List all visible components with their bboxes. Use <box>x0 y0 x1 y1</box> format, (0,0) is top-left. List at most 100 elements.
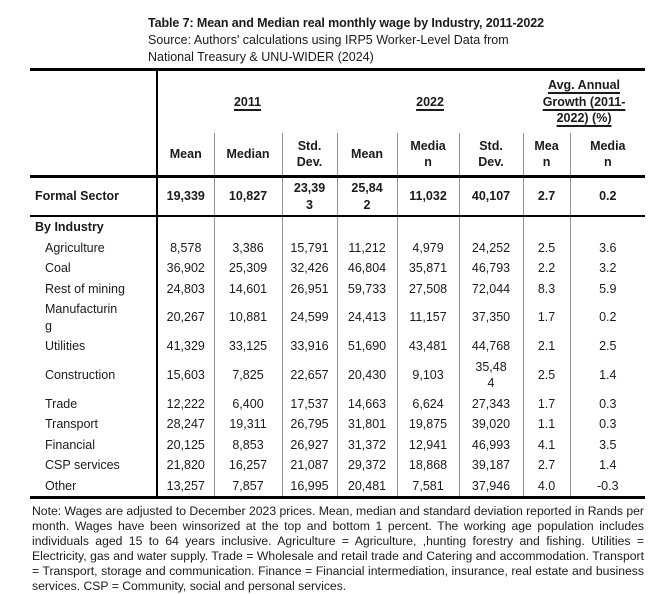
data-cell <box>569 216 646 238</box>
data-cell: 16,995 <box>281 475 338 498</box>
data-cell: 33,125 <box>213 336 282 357</box>
industry-row: CSP services 21,820 16,257 21,087 29,372 18,8… <box>30 455 646 476</box>
data-cell: 20,267 <box>156 299 214 336</box>
data-cell <box>281 216 338 238</box>
data-cell: 31,372 <box>336 434 398 455</box>
column-header-median-2022: Media n <box>396 133 460 178</box>
data-cell: 3.2 <box>569 258 646 279</box>
data-cell: 11,032 <box>396 176 460 217</box>
data-cell: 23,39 3 <box>281 176 338 217</box>
industry-row: Manufacturin g 20,267 10,881 24,599 24,413 11… <box>30 299 646 336</box>
column-header-median-2011: Median <box>213 133 282 178</box>
data-cell <box>396 216 460 238</box>
data-cell: 8.3 <box>522 278 571 299</box>
column-header-stddev-2011: Std. Dev. <box>281 133 338 178</box>
data-cell: 1.4 <box>569 455 646 476</box>
data-cell: 19,339 <box>156 176 214 217</box>
data-cell: 24,599 <box>281 299 338 336</box>
data-cell: 19,875 <box>396 414 460 435</box>
data-cell: 12,941 <box>396 434 460 455</box>
data-cell: 6,624 <box>396 393 460 414</box>
data-cell: 24,252 <box>458 237 524 258</box>
data-cell: 3,386 <box>213 237 282 258</box>
data-cell: 7,825 <box>213 356 282 394</box>
industry-row: Trade 12,222 6,400 17,537 14,663 6,624 27,343 1… <box>30 393 646 414</box>
data-cell: 0.3 <box>569 414 646 435</box>
industry-row: Coal 36,902 25,309 32,426 46,804 35,871 46,793… <box>30 258 646 279</box>
data-cell: 11,157 <box>396 299 460 336</box>
data-cell: 35,48 4 <box>458 356 524 394</box>
column-header-mean-2022: Mean <box>336 133 398 178</box>
row-label: Manufacturin g <box>45 302 118 333</box>
data-cell: 36,902 <box>156 258 214 279</box>
data-cell: 14,601 <box>213 278 282 299</box>
data-cell <box>156 216 214 238</box>
data-cell: 17,537 <box>281 393 338 414</box>
table-note: Note: Wages are adjusted to December 202… <box>32 504 644 593</box>
data-cell: 43,481 <box>396 336 460 357</box>
data-cell: 0.2 <box>569 176 646 217</box>
data-cell: 11,212 <box>336 237 398 258</box>
data-cell: 32,426 <box>281 258 338 279</box>
data-cell: 35,871 <box>396 258 460 279</box>
data-cell: 2.7 <box>522 455 571 476</box>
data-cell: 8,853 <box>213 434 282 455</box>
corner-empty-cell <box>30 70 157 134</box>
data-cell: 9,103 <box>396 356 460 394</box>
data-cell: 7,581 <box>396 475 460 498</box>
data-cell: -0.3 <box>569 475 646 498</box>
data-cell: 46,804 <box>336 258 398 279</box>
row-label: CSP services <box>45 458 120 472</box>
data-cell: 3.6 <box>569 237 646 258</box>
data-cell: 31,801 <box>336 414 398 435</box>
by-industry-section-row: By Industry <box>30 216 646 238</box>
row-label: Formal Sector <box>30 176 157 217</box>
data-cell: 1.4 <box>569 356 646 394</box>
industry-row: Transport 28,247 19,311 26,795 31,801 19,875 3… <box>30 414 646 435</box>
data-cell: 25,84 2 <box>336 176 398 217</box>
source-line-1: Source: Authors' calculations using IRP5… <box>148 33 509 47</box>
corner-empty-cell <box>30 133 157 178</box>
data-cell: 0.3 <box>569 393 646 414</box>
data-cell: 3.5 <box>569 434 646 455</box>
data-cell: 4,979 <box>396 237 460 258</box>
data-cell: 2.5 <box>522 356 571 394</box>
data-cell: 12,222 <box>156 393 214 414</box>
row-label: Coal <box>45 261 71 275</box>
data-cell: 46,993 <box>458 434 524 455</box>
data-cell: 20,430 <box>336 356 398 394</box>
data-cell: 40,107 <box>458 176 524 217</box>
industry-row: Rest of mining 24,803 14,601 26,951 59,733 27… <box>30 278 646 299</box>
data-cell <box>336 216 398 238</box>
data-cell: 10,827 <box>213 176 282 217</box>
row-label: Construction <box>45 367 116 382</box>
row-label: Rest of mining <box>45 281 125 296</box>
data-cell: 37,350 <box>458 299 524 336</box>
data-cell: 41,329 <box>156 336 214 357</box>
data-cell: 10,881 <box>213 299 282 336</box>
data-cell: 26,951 <box>281 278 338 299</box>
data-cell: 25,309 <box>213 258 282 279</box>
row-label: Financial <box>45 437 96 452</box>
data-cell: 13,257 <box>156 475 214 498</box>
data-cell <box>522 216 571 238</box>
row-label: Other <box>45 478 77 493</box>
data-cell: 20,125 <box>156 434 214 455</box>
table-title: Table 7: Mean and Median real monthly wa… <box>148 16 544 30</box>
data-cell: 1.7 <box>522 299 571 336</box>
data-cell: 26,927 <box>281 434 338 455</box>
industry-row: Agriculture 8,578 3,386 15,791 11,212 4,979 24… <box>30 237 646 258</box>
data-cell: 2.1 <box>522 336 571 357</box>
industry-row: Financial 20,125 8,853 26,927 31,372 12,941 46… <box>30 434 646 455</box>
column-header-growth-mean: Mea n <box>522 133 571 178</box>
row-label: Utilities <box>45 339 86 353</box>
data-cell: 15,603 <box>156 356 214 394</box>
data-cell: 22,657 <box>281 356 338 394</box>
row-label: Agriculture <box>45 240 105 255</box>
industry-row: Other 13,257 7,857 16,995 20,481 7,581 37,946 4… <box>30 475 646 498</box>
data-cell: 59,733 <box>336 278 398 299</box>
year-2011-header: 2011 <box>155 69 338 133</box>
data-cell: 24,413 <box>336 299 398 336</box>
data-cell: 5.9 <box>569 278 646 299</box>
